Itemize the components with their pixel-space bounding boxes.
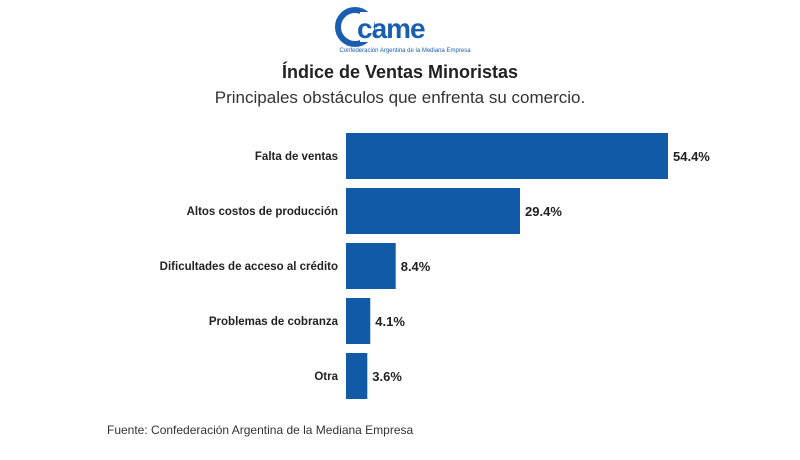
value-label: 3.6%	[372, 369, 402, 384]
value-label: 4.1%	[375, 314, 405, 329]
bar-2	[346, 243, 396, 289]
value-label: 8.4%	[401, 259, 431, 274]
source-note: Fuente: Confederación Argentina de la Me…	[107, 423, 414, 437]
category-label: Altos costos de producción	[187, 206, 338, 218]
bar-3	[346, 298, 371, 344]
bar-1	[346, 188, 521, 234]
category-label: Falta de ventas	[255, 151, 338, 163]
logo-caption: Confederación Argentina de la Mediana Em…	[339, 48, 471, 54]
value-label: 54.4%	[673, 149, 710, 164]
logo-text: came	[357, 13, 425, 44]
value-label: 29.4%	[525, 204, 562, 219]
came-logo: came	[330, 4, 470, 60]
bar-4	[346, 353, 368, 399]
chart-title: Índice de Ventas Minoristas	[281, 62, 519, 82]
category-label: Otra	[314, 371, 338, 383]
bar-0	[346, 133, 668, 179]
category-label: Dificultades de acceso al crédito	[160, 261, 338, 273]
category-label: Problemas de cobranza	[209, 316, 339, 328]
chart-subtitle: Principales obstáculos que enfrenta su c…	[214, 88, 586, 107]
